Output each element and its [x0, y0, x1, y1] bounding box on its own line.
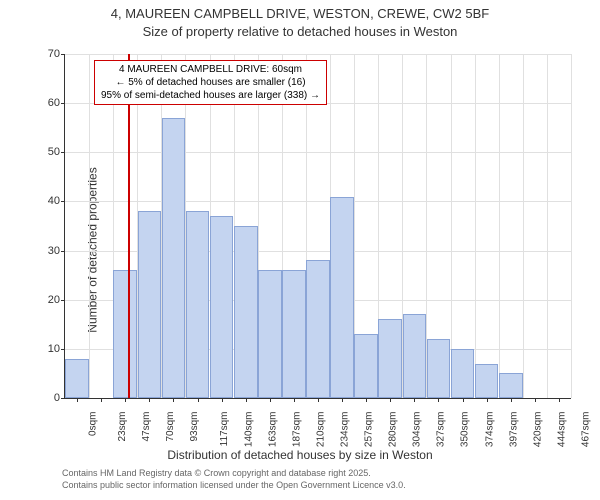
xtick — [535, 398, 536, 402]
chart-plot-area — [64, 54, 571, 399]
xtick-label: 47sqm — [141, 412, 152, 442]
xtick — [294, 398, 295, 402]
xtick-label: 327sqm — [436, 412, 447, 448]
gridline-vertical — [571, 54, 572, 398]
xtick — [246, 398, 247, 402]
histogram-bar — [282, 270, 306, 398]
gridline-horizontal — [65, 201, 571, 202]
gridline-horizontal — [65, 152, 571, 153]
gridline-vertical — [475, 54, 476, 398]
histogram-bar — [258, 270, 282, 398]
ytick — [61, 349, 65, 350]
xtick-label: 444sqm — [556, 412, 567, 448]
histogram-bar — [378, 319, 402, 398]
gridline-horizontal — [65, 54, 571, 55]
xtick — [487, 398, 488, 402]
chart-title-line2: Size of property relative to detached ho… — [0, 24, 600, 39]
chart-title-line1: 4, MAUREEN CAMPBELL DRIVE, WESTON, CREWE… — [0, 6, 600, 21]
property-info-box: 4 MAUREEN CAMPBELL DRIVE: 60sqm← 5% of d… — [94, 60, 327, 105]
ytick-label: 50 — [40, 146, 60, 158]
xtick-label: 210sqm — [315, 412, 326, 448]
ytick-label: 60 — [40, 97, 60, 109]
ytick — [61, 251, 65, 252]
xtick — [125, 398, 126, 402]
histogram-bar — [210, 216, 234, 398]
histogram-bar — [354, 334, 378, 398]
xtick — [463, 398, 464, 402]
ytick-label: 20 — [40, 294, 60, 306]
gridline-vertical — [547, 54, 548, 398]
xtick-label: 304sqm — [412, 412, 423, 448]
histogram-bar — [306, 260, 330, 398]
xtick-label: 0sqm — [88, 412, 99, 436]
xtick — [414, 398, 415, 402]
attribution-line1: Contains HM Land Registry data © Crown c… — [62, 468, 406, 480]
ytick-label: 70 — [40, 48, 60, 60]
property-marker-line — [128, 54, 130, 398]
xtick-label: 117sqm — [218, 412, 229, 447]
xtick — [198, 398, 199, 402]
xtick-label: 397sqm — [508, 412, 519, 448]
xtick-label: 257sqm — [364, 412, 375, 448]
xtick-label: 140sqm — [243, 412, 254, 448]
xtick — [390, 398, 391, 402]
ytick — [61, 103, 65, 104]
histogram-bar — [499, 373, 523, 398]
xtick — [149, 398, 150, 402]
histogram-bar — [475, 364, 499, 398]
xtick — [77, 398, 78, 402]
info-box-line: 95% of semi-detached houses are larger (… — [101, 89, 320, 102]
histogram-bar — [113, 270, 137, 398]
ytick — [61, 152, 65, 153]
ytick — [61, 54, 65, 55]
xtick — [173, 398, 174, 402]
xtick-label: 187sqm — [291, 412, 302, 448]
xtick-label: 467sqm — [581, 412, 592, 448]
xtick-label: 163sqm — [267, 412, 278, 448]
histogram-bar — [162, 118, 186, 398]
histogram-bar — [451, 349, 475, 398]
histogram-bar — [330, 197, 354, 398]
xtick — [270, 398, 271, 402]
histogram-bar — [403, 314, 427, 398]
ytick — [61, 201, 65, 202]
gridline-vertical — [451, 54, 452, 398]
histogram-bar — [234, 226, 258, 398]
xtick — [101, 398, 102, 402]
xtick-label: 420sqm — [532, 412, 543, 448]
gridline-vertical — [499, 54, 500, 398]
xtick-label: 374sqm — [484, 412, 495, 448]
ytick-label: 40 — [40, 195, 60, 207]
xtick-label: 93sqm — [189, 412, 200, 442]
attribution-text: Contains HM Land Registry data © Crown c… — [62, 468, 406, 491]
histogram-bar — [65, 359, 89, 398]
xtick-label: 70sqm — [165, 412, 176, 442]
ytick — [61, 300, 65, 301]
xtick — [318, 398, 319, 402]
xtick-label: 234sqm — [340, 412, 351, 448]
ytick-label: 10 — [40, 343, 60, 355]
xtick — [438, 398, 439, 402]
histogram-bar — [138, 211, 162, 398]
xtick — [342, 398, 343, 402]
xtick-label: 23sqm — [117, 412, 128, 442]
attribution-line2: Contains public sector information licen… — [62, 480, 406, 492]
histogram-bar — [186, 211, 210, 398]
xtick — [559, 398, 560, 402]
info-box-line: ← 5% of detached houses are smaller (16) — [101, 76, 320, 89]
ytick-label: 0 — [40, 392, 60, 404]
xtick-label: 280sqm — [388, 412, 399, 448]
xtick — [366, 398, 367, 402]
gridline-vertical — [523, 54, 524, 398]
gridline-vertical — [89, 54, 90, 398]
info-box-line: 4 MAUREEN CAMPBELL DRIVE: 60sqm — [101, 63, 320, 76]
ytick-label: 30 — [40, 245, 60, 257]
xtick-label: 350sqm — [460, 412, 471, 448]
xtick — [511, 398, 512, 402]
histogram-bar — [427, 339, 451, 398]
xtick — [222, 398, 223, 402]
ytick — [61, 398, 65, 399]
x-axis-label: Distribution of detached houses by size … — [0, 448, 600, 462]
